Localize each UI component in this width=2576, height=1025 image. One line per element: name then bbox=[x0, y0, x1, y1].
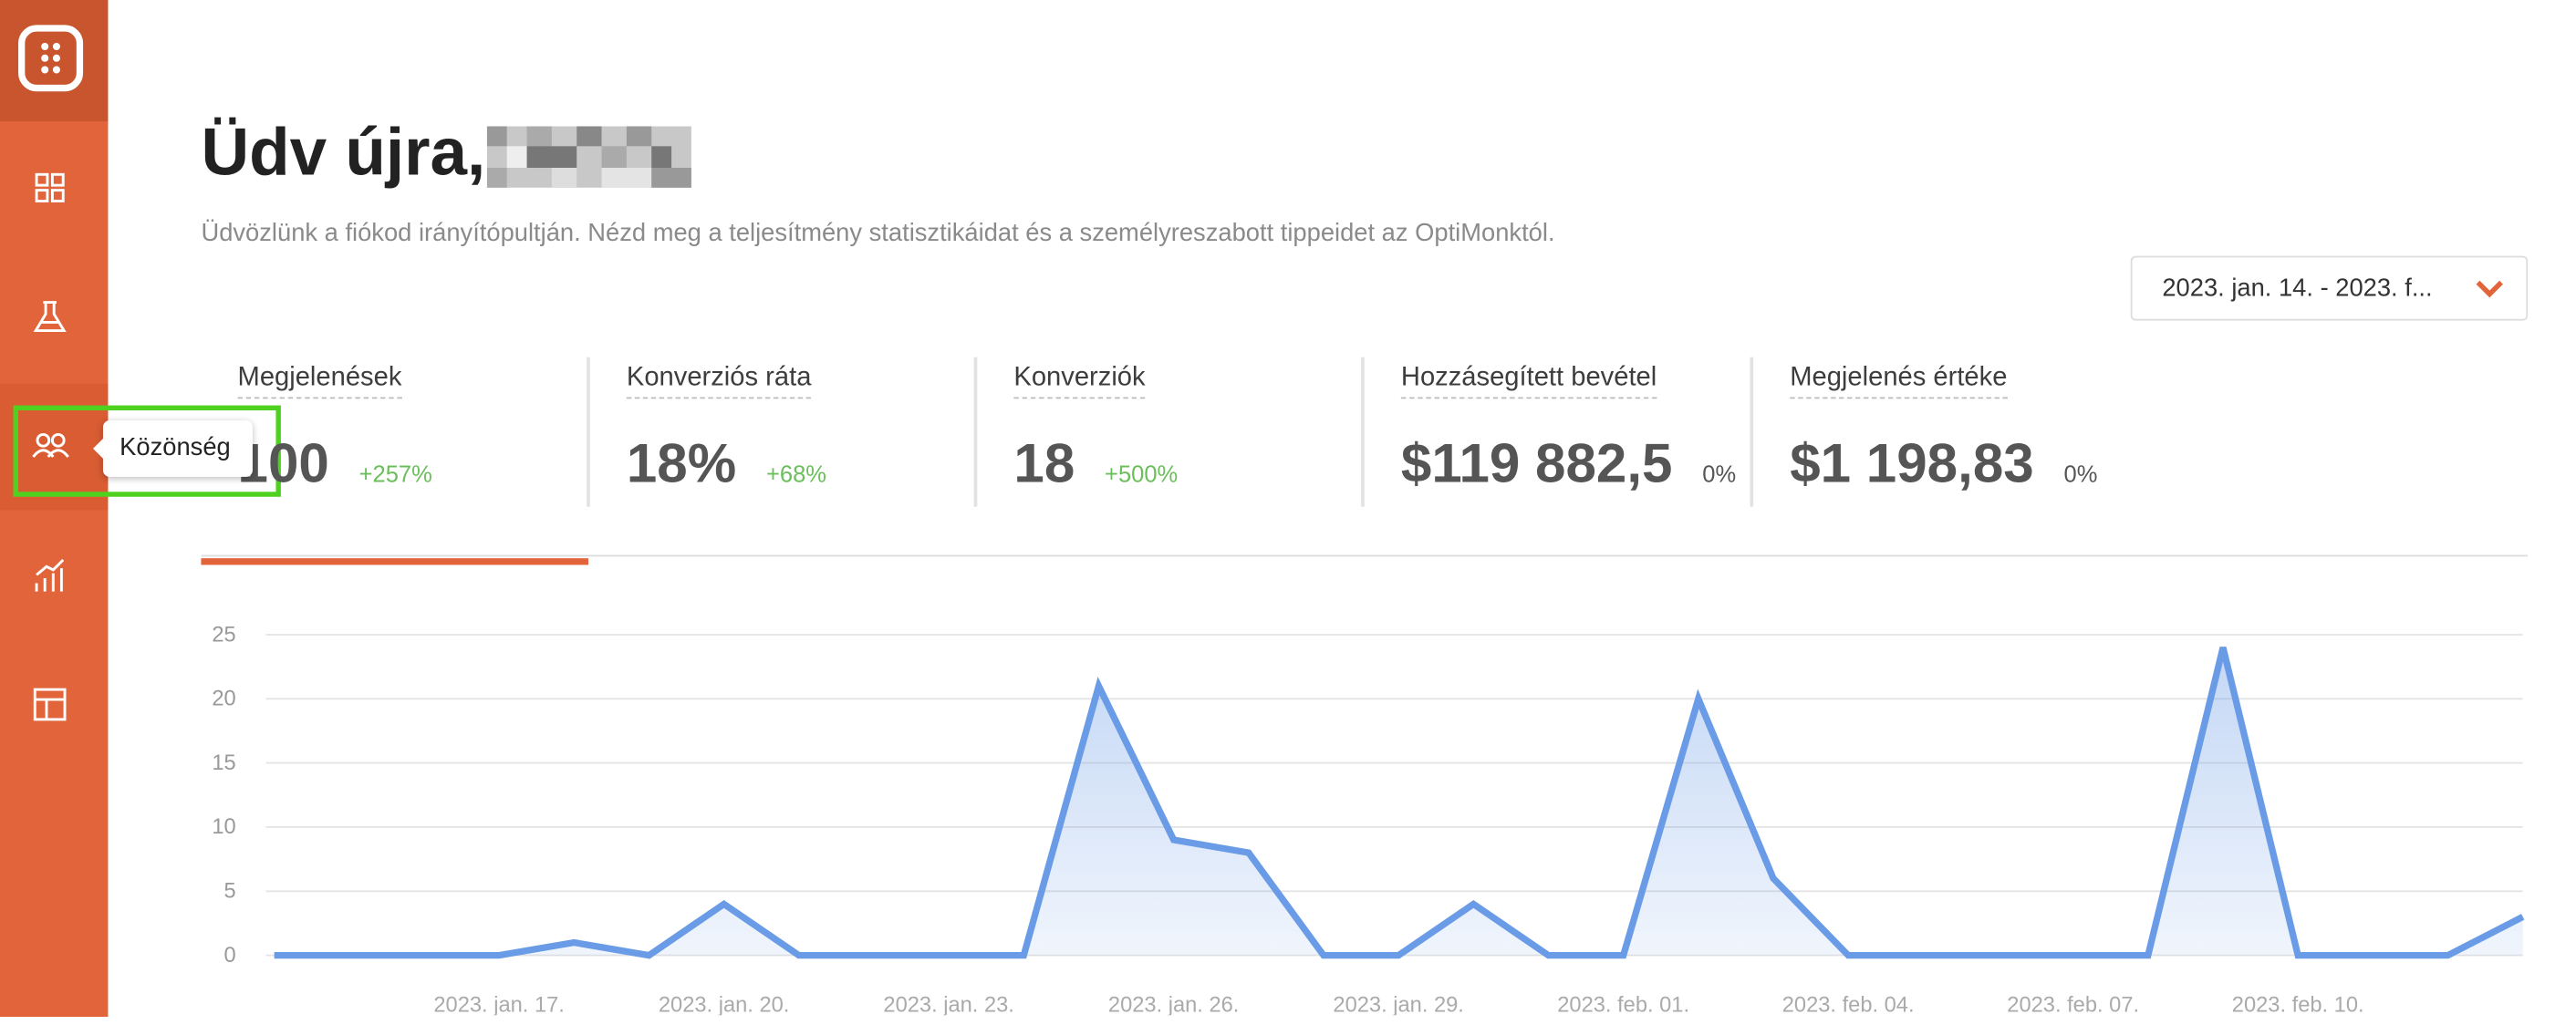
metric-label: Megjelenések bbox=[237, 364, 402, 399]
x-tick-label: 2023. feb. 01. bbox=[1557, 994, 1689, 1016]
tooltip-text: Közönség bbox=[119, 433, 231, 462]
date-range-text: 2023. jan. 14. - 2023. f... bbox=[2162, 274, 2433, 303]
dropdown-arrow bbox=[2476, 280, 2503, 298]
y-tick-label: 0 bbox=[224, 944, 236, 968]
x-tick-label: 2023. feb. 10. bbox=[2232, 994, 2364, 1016]
metric-value: 18% bbox=[626, 431, 737, 494]
y-tick-label: 15 bbox=[212, 751, 235, 775]
y-tick-label: 5 bbox=[224, 880, 236, 904]
x-tick-label: 2023. jan. 26. bbox=[1108, 994, 1239, 1016]
x-tick-label: 2023. feb. 04. bbox=[1782, 994, 1915, 1016]
metric-change: 0% bbox=[1702, 460, 1737, 487]
x-tick-label: 2023. jan. 20. bbox=[659, 994, 789, 1016]
highlight-box bbox=[13, 405, 281, 497]
metric-value: $119 882,5 bbox=[1400, 431, 1673, 494]
metric-change: +500% bbox=[1105, 460, 1179, 487]
metric-divider bbox=[1361, 357, 1365, 507]
audience-icon[interactable] bbox=[32, 432, 69, 458]
line bbox=[274, 647, 2525, 959]
metric-value: 18 bbox=[1013, 431, 1075, 494]
tooltip-arrow bbox=[93, 438, 103, 459]
metric-label: Konverziós ráta bbox=[626, 364, 812, 399]
metric-change: 0% bbox=[2063, 460, 2098, 487]
metric-divider bbox=[587, 357, 590, 507]
analytics-icon[interactable] bbox=[35, 558, 65, 592]
active-tab-indicator bbox=[201, 558, 588, 565]
metric-change: +68% bbox=[766, 460, 826, 487]
experiments-icon[interactable] bbox=[33, 301, 67, 333]
metric-value: 100 bbox=[237, 431, 329, 494]
metric-divider bbox=[973, 357, 978, 507]
metric-divider bbox=[1750, 357, 1754, 507]
templates-icon[interactable] bbox=[33, 688, 67, 721]
x-tick-label: 2023. feb. 07. bbox=[2007, 994, 2139, 1016]
x-tick-label: 2023. jan. 29. bbox=[1333, 994, 1463, 1016]
x-tick-label: 2023. jan. 17. bbox=[433, 994, 564, 1016]
metric-label: Megjelenés értéke bbox=[1790, 364, 2008, 399]
redacted-name bbox=[486, 126, 691, 188]
y-tick-label: 10 bbox=[212, 815, 235, 839]
y-tick-label: 20 bbox=[212, 688, 235, 711]
metric-change: +257% bbox=[358, 460, 432, 487]
metric-label: Hozzásegített bevétel bbox=[1400, 364, 1657, 399]
page-title: Üdv újra, bbox=[201, 116, 486, 190]
date-range-picker[interactable]: 2023. jan. 14. - 2023. f... bbox=[2130, 255, 2529, 321]
page-subtitle: Üdvözlünk a fiókod irányítópultján. Nézd… bbox=[201, 219, 1555, 248]
logo[interactable] bbox=[18, 25, 84, 92]
tab-divider bbox=[201, 554, 2529, 557]
dashboard-icon[interactable] bbox=[35, 172, 65, 202]
metric-label: Konverziók bbox=[1013, 364, 1146, 399]
y-tick-label: 25 bbox=[212, 623, 235, 647]
tooltip: Közönség bbox=[93, 419, 253, 477]
metric-value: $1 198,83 bbox=[1790, 431, 2034, 494]
x-tick-label: 2023. jan. 23. bbox=[883, 994, 1013, 1016]
